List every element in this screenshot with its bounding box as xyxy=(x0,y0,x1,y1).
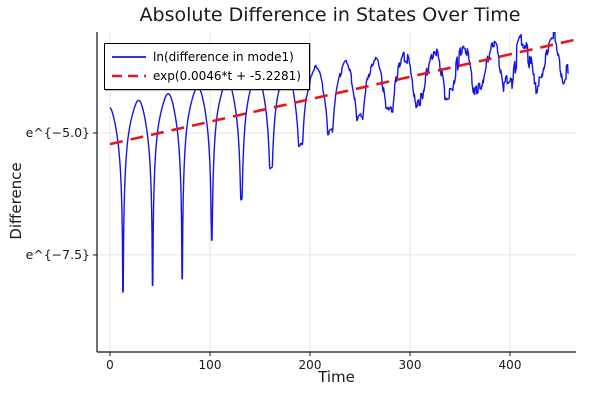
x-tick-label: 400 xyxy=(499,358,522,372)
legend-dashed-line-sample xyxy=(112,74,146,77)
tick-labels: 0 100 200 300 400 e^{−5.0} e^{−7.5} xyxy=(26,125,522,372)
legend-entry-label: exp(0.0046*t + -5.2281) xyxy=(153,68,301,83)
chart-title: Absolute Difference in States Over Time xyxy=(139,4,521,26)
x-tick-label: 100 xyxy=(199,358,222,372)
legend-solid-line-sample xyxy=(112,55,146,58)
trend-line-exp-fit xyxy=(109,38,575,146)
legend-box: ln(difference in mode1) exp(0.0046*t + -5… xyxy=(104,43,310,90)
series-line-ln-difference xyxy=(109,32,570,293)
x-tick-label: 200 xyxy=(299,358,322,372)
y-axis-label: Difference xyxy=(7,162,25,240)
y-tick-label: e^{−5.0} xyxy=(26,125,90,140)
x-axis-label: Time xyxy=(318,368,355,386)
x-tick-label: 300 xyxy=(399,358,422,372)
legend-entry: ln(difference in mode1) xyxy=(111,47,301,66)
x-tick-label: 0 xyxy=(106,358,114,372)
legend-entry: exp(0.0046*t + -5.2281) xyxy=(111,66,301,85)
axis-ticks xyxy=(93,132,511,356)
y-tick-label: e^{−7.5} xyxy=(26,247,90,262)
legend-entry-label: ln(difference in mode1) xyxy=(153,49,294,64)
